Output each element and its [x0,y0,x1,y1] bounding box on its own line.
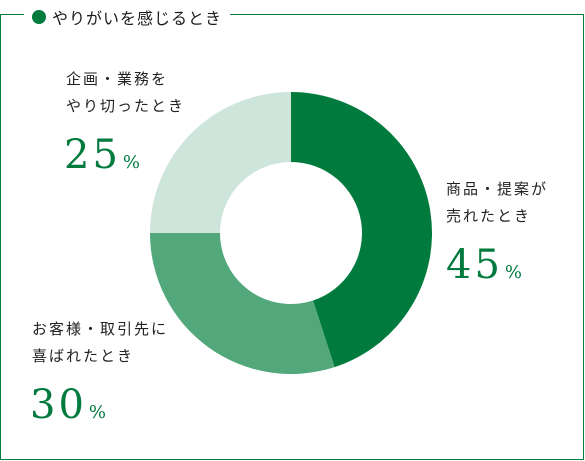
slice-value-customers-number: 30 [30,382,87,428]
slice-label-customers: お客様・取引先に 喜ばれたとき [32,316,168,370]
slice-value-customers-unit: % [88,402,107,423]
slice-label-sales: 商品・提案が 売れたとき [446,176,548,230]
slice-label-customers-line-1: お客様・取引先に [32,320,169,338]
slice-value-sales-unit: % [504,262,523,283]
slice-label-planning-line-2: やり切ったとき [66,97,186,115]
slice-value-planning-unit: % [122,152,141,173]
slice-value-sales-number: 45 [446,242,503,288]
slice-value-sales: 45% [446,242,522,288]
slice-label-sales-line-2: 売れたとき [446,207,532,225]
bullet-dot-icon [32,10,46,24]
donut-slice-sales [291,92,432,368]
slice-label-customers-line-2: 喜ばれたとき [32,347,135,365]
slice-label-planning: 企画・業務を やり切ったとき [66,66,185,120]
slice-value-planning: 25% [64,132,140,178]
chart-title: やりがいを感じるとき [24,6,231,28]
slice-value-planning-number: 25 [64,132,121,178]
slice-value-customers: 30% [30,382,106,428]
slice-label-planning-line-1: 企画・業務を [66,70,169,88]
slice-label-sales-line-1: 商品・提案が [446,180,549,198]
chart-frame [0,14,584,460]
chart-title-text: やりがいを感じるとき [52,9,223,28]
donut-slice-planning [150,92,291,233]
donut-slice-customers [150,233,335,375]
